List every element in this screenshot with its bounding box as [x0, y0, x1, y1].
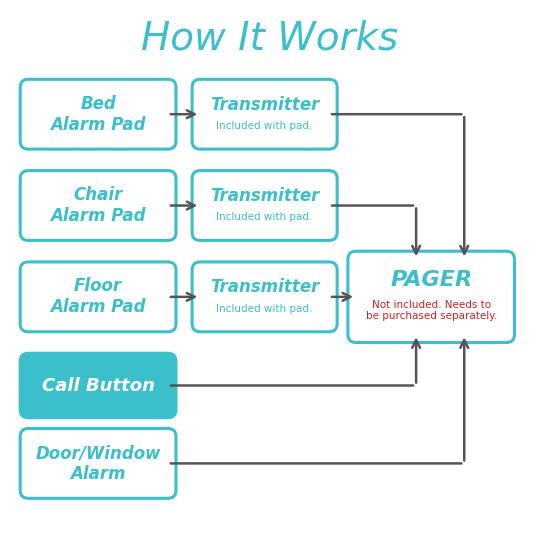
Text: Floor
Alarm Pad: Floor Alarm Pad [50, 278, 146, 316]
FancyBboxPatch shape [20, 79, 176, 149]
FancyBboxPatch shape [192, 79, 337, 149]
Text: Included with pad.: Included with pad. [217, 121, 313, 131]
Text: Transmitter: Transmitter [210, 187, 319, 205]
Text: Included with pad.: Included with pad. [217, 303, 313, 314]
Text: Door/Window
Alarm: Door/Window Alarm [35, 444, 161, 483]
Text: Not included. Needs to
be purchased separately.: Not included. Needs to be purchased sepa… [366, 300, 497, 321]
FancyBboxPatch shape [20, 262, 176, 332]
Text: PAGER: PAGER [390, 271, 472, 291]
FancyBboxPatch shape [20, 171, 176, 240]
FancyBboxPatch shape [192, 262, 337, 332]
FancyBboxPatch shape [192, 171, 337, 240]
Text: Transmitter: Transmitter [210, 96, 319, 113]
FancyBboxPatch shape [20, 428, 176, 498]
Text: Chair
Alarm Pad: Chair Alarm Pad [50, 186, 146, 225]
Text: How It Works: How It Works [141, 20, 399, 58]
Text: Included with pad.: Included with pad. [217, 212, 313, 222]
FancyBboxPatch shape [348, 251, 515, 342]
Text: Bed
Alarm Pad: Bed Alarm Pad [50, 95, 146, 133]
Text: Transmitter: Transmitter [210, 278, 319, 296]
FancyBboxPatch shape [20, 353, 176, 418]
Text: Call Button: Call Button [42, 376, 154, 395]
